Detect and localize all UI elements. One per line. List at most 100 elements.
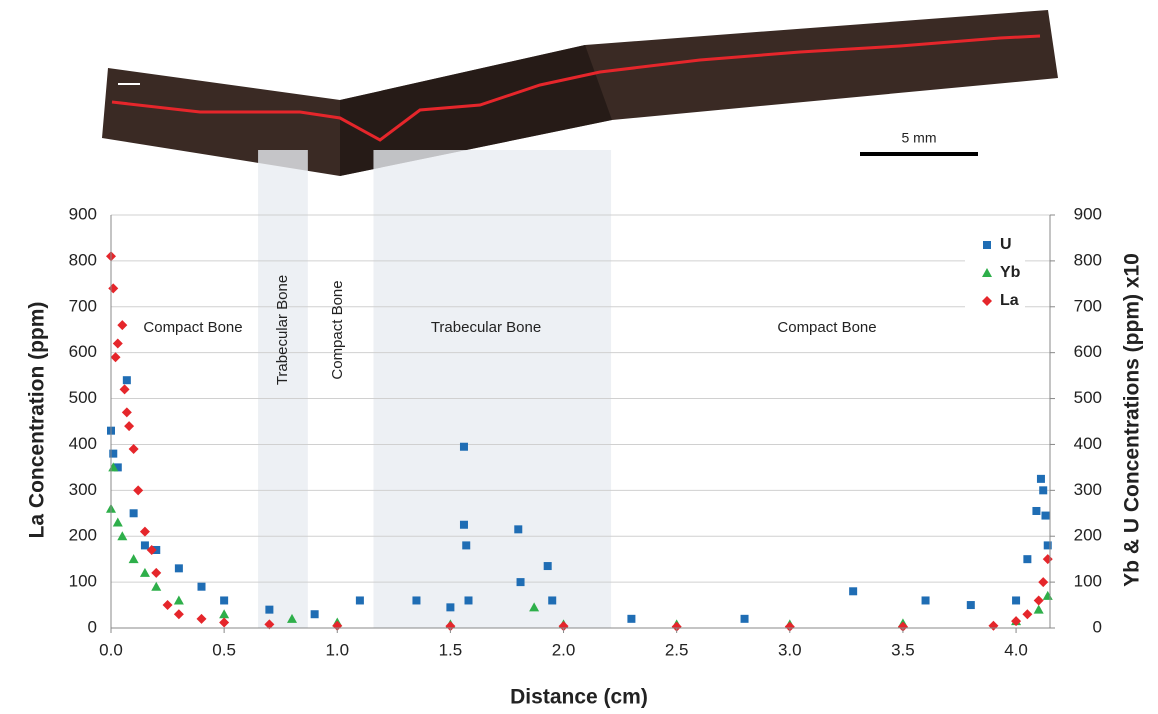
marker-diamond: [110, 352, 121, 363]
marker-triangle: [1042, 590, 1053, 600]
y-tick-label: 100: [69, 572, 97, 591]
marker-diamond: [1038, 577, 1049, 588]
y2-tick-label: 800: [1074, 250, 1102, 269]
y2-tick-label: 100: [1074, 572, 1102, 591]
marker-square: [140, 541, 149, 550]
marker-square: [174, 564, 183, 573]
marker-diamond: [108, 283, 119, 294]
legend-label: Yb: [1000, 264, 1021, 281]
marker-diamond: [1011, 616, 1022, 627]
marker-square: [1043, 541, 1052, 550]
marker-square: [446, 603, 455, 612]
x-tick-label: 1.5: [439, 640, 463, 659]
marker-square: [1039, 486, 1048, 495]
y2-tick-label: 200: [1074, 526, 1102, 545]
y-tick-label: 0: [88, 617, 97, 636]
marker-triangle: [139, 567, 150, 577]
y2-tick-label: 600: [1074, 342, 1102, 361]
marker-diamond: [196, 613, 207, 624]
marker-square: [1023, 555, 1032, 564]
y2-tick-label: 900: [1074, 204, 1102, 223]
x-tick-label: 0.5: [212, 640, 236, 659]
marker-diamond: [119, 384, 130, 395]
marker-square: [921, 596, 930, 605]
region-label: Compact Bone: [777, 319, 876, 336]
marker-square: [355, 596, 364, 605]
marker-diamond: [671, 621, 682, 632]
y-tick-label: 400: [69, 434, 97, 453]
x-axis-title: Distance (cm): [510, 686, 648, 709]
marker-diamond: [112, 338, 123, 349]
marker-triangle: [112, 517, 123, 527]
y2-tick-label: 0: [1093, 617, 1102, 636]
marker-diamond: [264, 619, 275, 630]
marker-square: [197, 582, 206, 591]
marker-square: [1036, 474, 1045, 483]
marker-triangle: [219, 609, 230, 619]
y2-tick-label: 300: [1074, 480, 1102, 499]
marker-triangle: [982, 268, 992, 277]
marker-diamond: [558, 621, 569, 632]
marker-triangle: [287, 613, 298, 623]
marker-square: [1032, 506, 1041, 515]
marker-triangle: [117, 531, 128, 541]
region-label: Compact Bone: [143, 319, 242, 336]
region-band: [373, 150, 612, 628]
marker-diamond: [139, 526, 150, 537]
marker-square: [543, 562, 552, 571]
region-label: Trabecular Bone: [431, 319, 541, 336]
marker-diamond: [784, 621, 795, 632]
region-label: Trabecular Bone: [274, 275, 291, 385]
bands: [258, 150, 612, 628]
marker-square: [1041, 511, 1050, 520]
x-tick-label: 3.0: [778, 640, 802, 659]
y-tick-label: 300: [69, 480, 97, 499]
marker-triangle: [529, 602, 540, 612]
trabecular-region: [340, 45, 612, 176]
marker-square: [462, 541, 471, 550]
region-label: Compact Bone: [329, 280, 346, 379]
marker-diamond: [133, 485, 144, 496]
y2-tick-label: 500: [1074, 388, 1102, 407]
marker-diamond: [445, 621, 456, 632]
marker-square: [740, 614, 749, 623]
x-tick-label: 4.0: [1004, 640, 1028, 659]
marker-diamond: [982, 296, 992, 306]
grid: [111, 214, 1050, 629]
marker-square: [459, 520, 468, 529]
profile-line: [111, 34, 1041, 142]
marker-square: [459, 442, 468, 451]
x-tick-label: 1.0: [325, 640, 349, 659]
scale-label: 5 mm: [902, 130, 937, 146]
region-band: [258, 150, 308, 628]
y2-axis-title: Yb & U Concentrations (ppm) x10: [1121, 253, 1144, 587]
bone-photo: 5 mm: [102, 10, 1058, 176]
marker-square: [1012, 596, 1021, 605]
marker-square: [220, 596, 229, 605]
y2-tick-label: 700: [1074, 296, 1102, 315]
marker-diamond: [897, 621, 908, 632]
marker-square: [412, 596, 421, 605]
y2-tick-label: 400: [1074, 434, 1102, 453]
marker-square: [516, 578, 525, 587]
marker-square: [122, 376, 131, 385]
marker-diamond: [219, 617, 230, 628]
marker-triangle: [151, 581, 162, 591]
marker-square: [310, 610, 319, 619]
marker-triangle: [173, 595, 184, 605]
legend-box: [965, 228, 1025, 320]
marker-square: [109, 449, 118, 458]
marker-diamond: [117, 320, 128, 331]
annotations: Compact Bone Trabecular Bone Compact Bone T…: [143, 275, 876, 385]
marker-diamond: [128, 444, 139, 455]
y-tick-label: 200: [69, 526, 97, 545]
y-axis-title: La Concentration (ppm): [26, 302, 49, 539]
x-tick-label: 2.5: [665, 640, 689, 659]
marker-diamond: [1022, 609, 1033, 620]
marker-square: [514, 525, 523, 534]
axes: 0 100 200 300 400 500 600 700 800 900 0 100 200 300 40…: [69, 204, 1102, 659]
marker-diamond: [1042, 554, 1053, 565]
marker-square: [113, 463, 122, 472]
y-tick-label: 800: [69, 250, 97, 269]
